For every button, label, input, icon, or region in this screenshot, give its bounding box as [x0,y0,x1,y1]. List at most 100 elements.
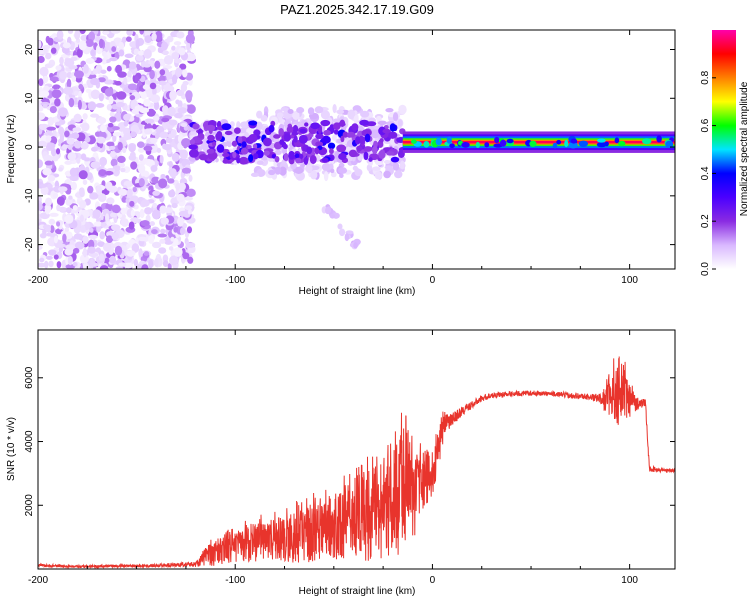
spectrogram-blob [38,50,44,55]
spectrogram-blob [109,111,115,117]
spectrogram-blob [64,248,74,256]
spectrogram-blob [173,226,178,233]
spectrogram-blob [182,252,190,260]
spectrogram-blob [42,103,48,109]
spectrogram-blob [363,151,369,161]
spectrogram-blob [74,241,85,250]
spectrogram-blob [79,187,85,198]
spectrogram-blob [64,58,75,67]
spectrogram-blob [252,143,258,150]
spectrogram-blob [130,161,138,170]
spectrogram-blob [161,117,170,123]
spectrogram-blob [279,166,287,176]
spectrogram-blob [292,110,300,120]
spectrogram-blob [187,53,196,62]
spectrogram-blob [156,147,162,153]
spectrogram-blob [138,154,144,161]
spectrogram-blob [376,115,382,122]
spectrogram-blob [327,142,336,150]
spectrogram-blob [115,64,123,74]
spectrogram-blob [110,158,118,167]
spectrogram-blob [120,167,126,173]
spectrogram-blob [58,167,64,172]
spectrogram-blob [39,257,45,263]
spectrogram-blob [176,217,184,227]
spectrogram-blob [64,227,70,232]
spectrogram-blob [162,50,169,56]
spectrogram-blob [337,223,343,230]
spectrogram-blob [144,118,155,124]
spectrogram-blob [55,228,63,235]
spectrogram-blob [141,264,149,269]
spectrogram-blob [295,157,302,164]
spectrogram-blob [132,186,137,193]
spectrogram-blob [130,217,140,224]
spectrogram-blob [140,91,147,100]
spectrogram-blob [187,256,194,264]
spectrogram-blobs [38,30,675,269]
spectrogram-blob [128,154,137,161]
spectrogram-blob [168,255,179,266]
spectrogram-blob [101,58,107,65]
spectrogram-blob [153,100,160,111]
spectrogram-blob [122,146,127,154]
spectrogram-blob [435,137,442,146]
spectrogram-blob [97,117,107,124]
spectrogram-blob [50,147,57,157]
spectrogram-blob [135,39,140,49]
spectrogram-blob [79,30,86,35]
spectrogram-blob [214,157,219,163]
spectrogram-blob [52,155,57,162]
spectrogram-blob [88,234,98,239]
spectrogram-blob [117,141,123,151]
spectrogram-blob [618,140,626,147]
spectrogram-blob [150,94,161,103]
spectrogram-x-ticks: -200 -100 0 100 [28,30,638,286]
spectrogram-blob [123,120,129,127]
spectrogram-blob [107,122,114,128]
spectrogram-blob [46,126,57,131]
spectrogram-blob [115,266,124,269]
spectrogram-blob [340,135,345,143]
spectrogram-blob [129,61,137,70]
spectrogram-marks [38,30,675,269]
spectrogram-blob [129,131,137,138]
spectrogram-blob [236,121,241,129]
spectrogram-blob [87,101,97,111]
spectrogram-blob [65,198,73,206]
spectrogram-blob [309,155,317,165]
spectrogram-blob [423,140,430,148]
spectrogram-blob [109,116,117,123]
spectrogram-blob [399,160,405,170]
spectrogram-blob [233,127,241,134]
spectrogram-blob [121,36,127,43]
spectrogram-blob [106,65,112,72]
spectrogram-tone-band [402,140,675,144]
spectrogram-blob [96,185,102,196]
spectrogram-blob [54,98,61,107]
spectrogram-blob [78,83,84,90]
spectrogram-blob [323,171,329,182]
spectrogram-blob [321,157,329,163]
spectrogram-blob [246,127,253,134]
spectrogram-blob [339,119,346,127]
spectrogram-blob [325,206,331,215]
spectrogram-blob [162,143,172,151]
spectrogram-blob [58,206,67,212]
spectrogram-blob [363,146,373,152]
spectrogram-blob [283,133,291,142]
spectrogram-blob [118,262,127,267]
spectrogram-blob [76,157,81,164]
spectrogram-blob [168,189,176,198]
spectrogram-blob [250,172,260,178]
spectrogram-blob [364,133,371,143]
spectrogram-blob [379,138,384,143]
spectrogram-blob [77,99,82,110]
spectrogram-blob [39,66,49,77]
spectrogram-blob [118,49,125,57]
spectrogram-blob [186,226,193,234]
spectrogram-blob [72,127,82,132]
spectrogram-blob [101,180,106,187]
spectrogram-blob [95,102,105,108]
spectrogram-blob [276,112,284,118]
